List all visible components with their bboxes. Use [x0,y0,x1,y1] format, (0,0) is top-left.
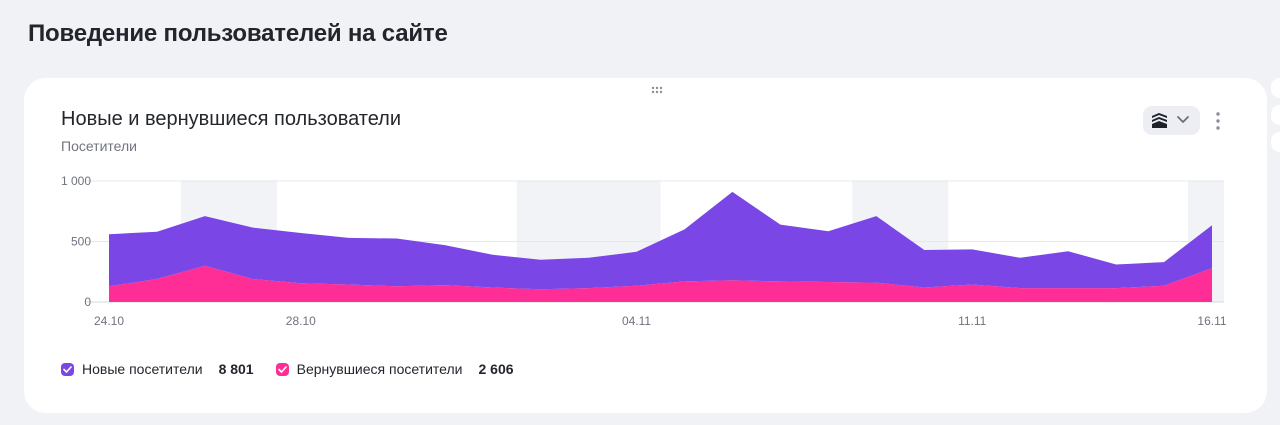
checkbox-icon[interactable] [61,362,74,376]
visitors-area-chart[interactable]: 0 500 1 000 24.10 28.10 04.11 11.11 16.11 [24,78,1267,348]
chart-legend: Новые посетители 8 801 Вернувшиеся посет… [61,359,536,379]
x-tick-label: 16.11 [1197,314,1226,328]
chart-widget-card: Новые и вернувшиеся пользователи Посетит… [24,78,1267,413]
widget-title: Новые и вернувшиеся пользователи [61,108,402,130]
x-tick-label: 28.10 [286,314,316,328]
adjacent-card-edges [1271,78,1280,160]
legend-item-returning-visitors[interactable]: Вернувшиеся посетители 2 606 [275,361,514,377]
chart-type-dropdown[interactable] [1143,106,1200,135]
series-area [109,191,1212,290]
y-tick-label: 0 [84,295,91,309]
more-vertical-icon[interactable] [1210,110,1226,132]
legend-item-new-visitors[interactable]: Новые посетители 8 801 [61,361,254,377]
y-tick-label: 500 [71,235,91,249]
x-tick-label: 04.11 [622,314,651,328]
stacked-area-icon [1152,113,1167,128]
page-title: Поведение пользователей на сайте [28,20,448,47]
widget-subtitle: Посетители [61,138,137,154]
drag-handle-icon[interactable] [650,85,664,95]
legend-total: 8 801 [218,361,254,377]
series-area [109,265,1212,302]
chevron-down-icon [1177,116,1189,123]
x-tick-label: 11.11 [958,314,987,328]
legend-label: Вернувшиеся посетители [296,361,463,377]
y-tick-label: 1 000 [61,174,91,188]
legend-label: Новые посетители [82,361,203,377]
legend-total: 2 606 [478,361,514,377]
checkbox-icon[interactable] [275,362,289,376]
x-tick-label: 24.10 [94,314,124,328]
